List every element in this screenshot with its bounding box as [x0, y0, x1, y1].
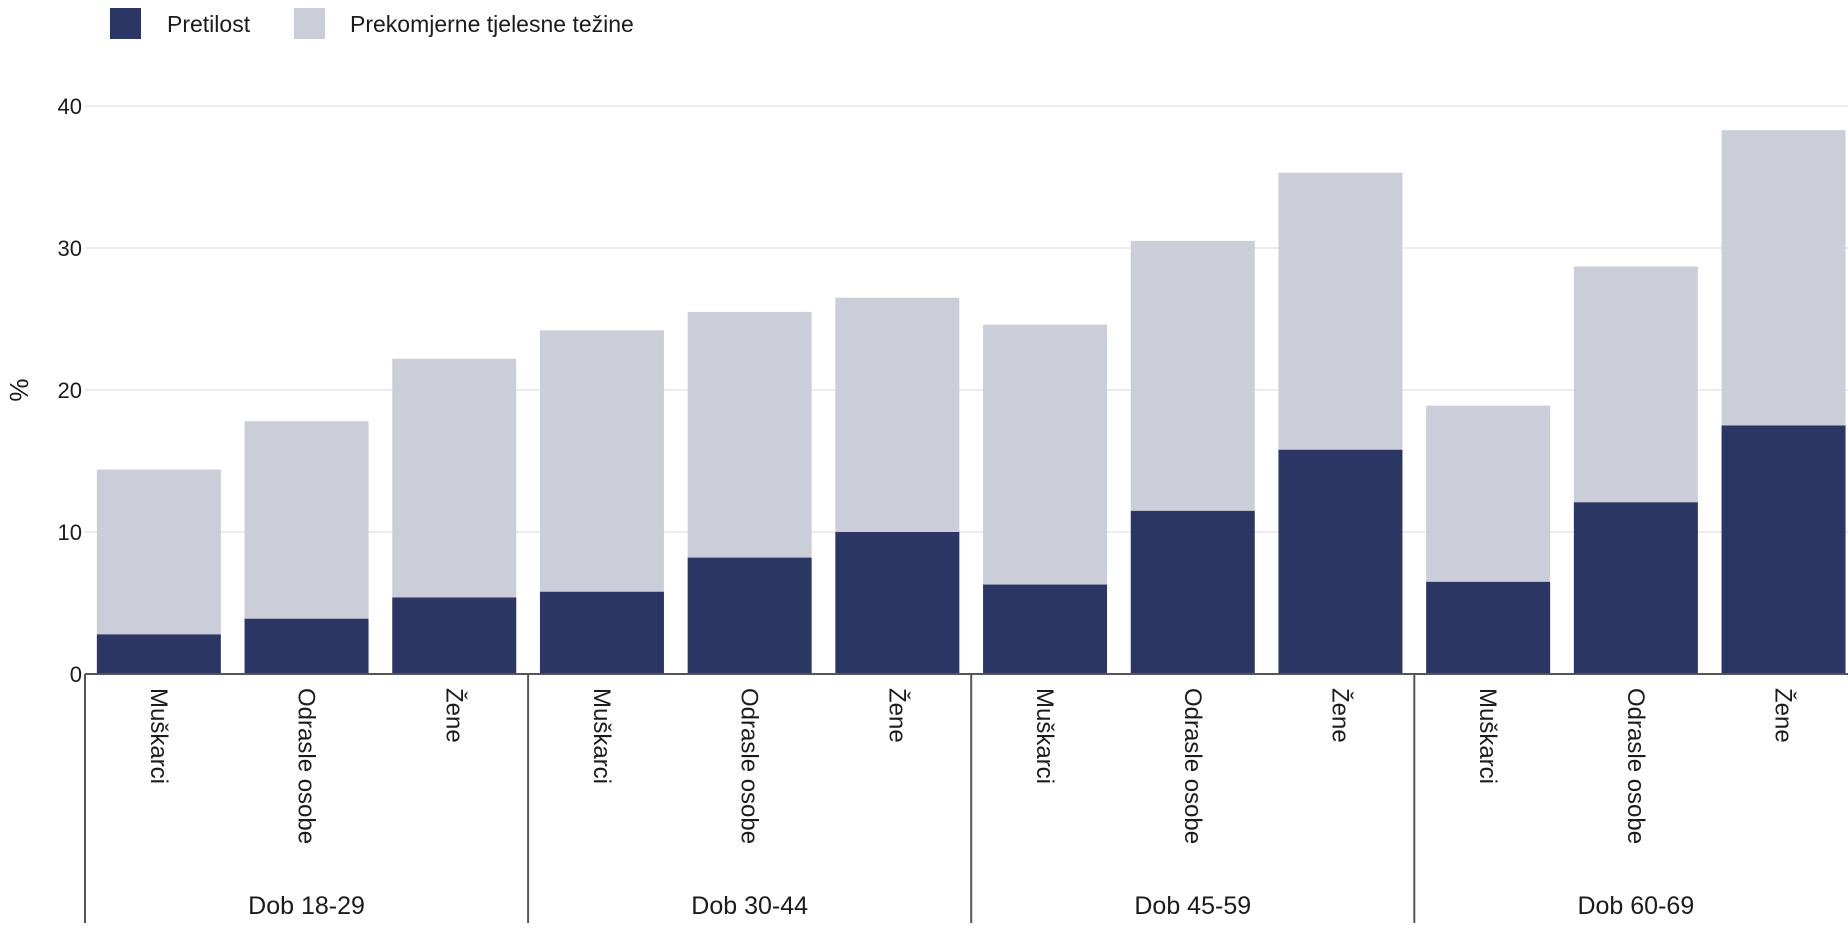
- x-tick-label: Odrasle osobe: [293, 688, 320, 844]
- y-tick-label: 10: [58, 520, 82, 545]
- y-tick-label: 30: [58, 236, 82, 261]
- bar-pretilost: [687, 557, 812, 674]
- bar-pretilost: [244, 618, 369, 674]
- bar-pretilost: [1426, 581, 1551, 674]
- legend-swatch-pretilost: [110, 8, 141, 39]
- y-tick-label: 0: [70, 662, 82, 687]
- bar-prekomjerne: [244, 421, 369, 619]
- bar-prekomjerne: [1721, 130, 1846, 426]
- bar-prekomjerne: [1573, 266, 1698, 503]
- legend: Pretilost Prekomjerne tjelesne težine: [0, 0, 1848, 50]
- bar-pretilost: [1278, 449, 1403, 674]
- legend-svg: Pretilost Prekomjerne tjelesne težine: [110, 8, 634, 39]
- x-tick-label: Žene: [440, 688, 467, 743]
- bar-prekomjerne: [1278, 172, 1403, 450]
- legend-swatch-prekomjerne: [294, 8, 325, 39]
- bar-pretilost: [392, 597, 517, 674]
- bar-prekomjerne: [1426, 405, 1551, 582]
- bar-pretilost: [1573, 502, 1698, 674]
- bar-prekomjerne: [983, 324, 1108, 585]
- x-tick-label: Žene: [1326, 688, 1353, 743]
- bar-prekomjerne: [392, 358, 517, 598]
- x-tick-label: Muškarci: [145, 688, 172, 784]
- group-label: Dob 45-59: [1134, 892, 1251, 920]
- group-label: Dob 60-69: [1577, 892, 1694, 920]
- axes: 0 10 20 30 40 Muškarci Odrasle osobe Žene Dob 18…: [58, 94, 1848, 923]
- x-tick-label: Muškarci: [1474, 688, 1501, 784]
- bar-pretilost: [539, 591, 664, 674]
- x-tick-label: Odrasle osobe: [1622, 688, 1649, 844]
- bar-prekomjerne: [96, 469, 221, 635]
- grid-lines: [85, 105, 1848, 533]
- bar-pretilost: [1130, 510, 1255, 674]
- bar-prekomjerne: [835, 297, 960, 532]
- x-tick-label: Odrasle osobe: [1179, 688, 1206, 844]
- bar-pretilost: [1721, 425, 1846, 674]
- legend-label-pretilost: Pretilost: [167, 11, 251, 37]
- bar-prekomjerne: [1130, 240, 1255, 511]
- y-tick-label: 20: [58, 378, 82, 403]
- y-axis-label: %: [4, 378, 34, 401]
- x-tick-label: Muškarci: [588, 688, 615, 784]
- legend-label-prekomjerne: Prekomjerne tjelesne težine: [350, 11, 634, 37]
- bar-pretilost: [835, 532, 960, 674]
- group-label: Dob 18-29: [248, 892, 365, 920]
- bar-pretilost: [983, 584, 1108, 674]
- bar-prekomjerne: [539, 330, 664, 592]
- x-tick-label: Odrasle osobe: [736, 688, 763, 844]
- group-label: Dob 30-44: [691, 892, 808, 920]
- bars: [96, 130, 1846, 674]
- x-tick-label: Žene: [883, 688, 910, 743]
- y-tick-label: 40: [58, 94, 82, 119]
- bar-pretilost: [96, 634, 221, 674]
- x-tick-label: Žene: [1770, 688, 1797, 743]
- x-tick-label: Muškarci: [1031, 688, 1058, 784]
- bar-prekomjerne: [687, 311, 812, 558]
